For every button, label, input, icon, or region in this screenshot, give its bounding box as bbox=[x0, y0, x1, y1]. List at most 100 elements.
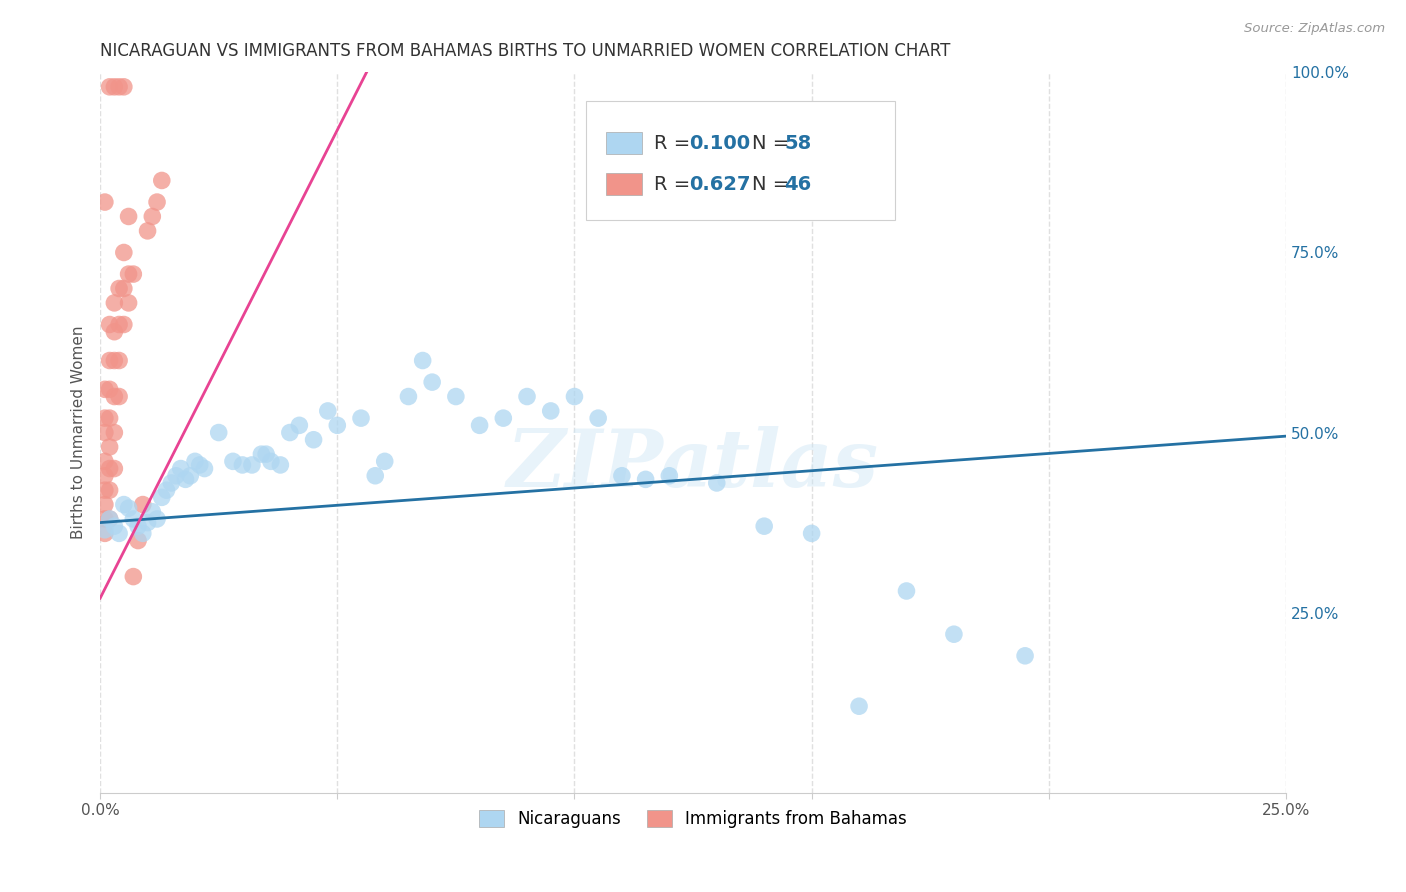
Point bbox=[942, 627, 965, 641]
Point bbox=[208, 425, 231, 440]
Point bbox=[94, 411, 117, 425]
Point bbox=[350, 411, 373, 425]
Point bbox=[98, 512, 121, 526]
Point bbox=[364, 468, 387, 483]
Point bbox=[98, 353, 121, 368]
Point bbox=[108, 526, 131, 541]
Text: 46: 46 bbox=[785, 175, 811, 194]
FancyBboxPatch shape bbox=[606, 173, 643, 194]
Point bbox=[112, 245, 135, 260]
Point bbox=[103, 79, 125, 94]
Point bbox=[634, 472, 657, 486]
FancyBboxPatch shape bbox=[586, 101, 894, 220]
Point bbox=[254, 447, 277, 461]
Point bbox=[800, 526, 823, 541]
Point bbox=[136, 516, 159, 530]
Point bbox=[108, 390, 131, 404]
Legend: Nicaraguans, Immigrants from Bahamas: Nicaraguans, Immigrants from Bahamas bbox=[472, 803, 914, 835]
Text: ZIPatlas: ZIPatlas bbox=[508, 426, 879, 504]
Point bbox=[103, 461, 125, 475]
Point bbox=[94, 498, 117, 512]
Point bbox=[117, 210, 139, 224]
Point bbox=[278, 425, 301, 440]
Point bbox=[610, 468, 633, 483]
Point bbox=[193, 461, 215, 475]
Point bbox=[564, 390, 586, 404]
Point bbox=[896, 584, 918, 599]
Point bbox=[112, 498, 135, 512]
Point bbox=[103, 353, 125, 368]
Point bbox=[468, 418, 491, 433]
Point bbox=[141, 505, 163, 519]
Point bbox=[754, 519, 776, 533]
Text: N =: N = bbox=[752, 134, 796, 153]
Point bbox=[98, 461, 121, 475]
Point bbox=[98, 483, 121, 498]
Point bbox=[122, 512, 145, 526]
Point bbox=[108, 353, 131, 368]
Point bbox=[146, 512, 169, 526]
FancyBboxPatch shape bbox=[606, 132, 643, 153]
Point bbox=[240, 458, 263, 472]
Point bbox=[94, 483, 117, 498]
Point bbox=[117, 296, 139, 310]
Point bbox=[374, 454, 396, 468]
Point bbox=[492, 411, 515, 425]
Point bbox=[326, 418, 349, 433]
Point bbox=[150, 173, 173, 187]
Point bbox=[98, 411, 121, 425]
Point bbox=[706, 475, 728, 490]
Point bbox=[146, 195, 169, 210]
Point bbox=[1014, 648, 1036, 663]
Point bbox=[250, 447, 273, 461]
Point bbox=[98, 79, 121, 94]
Point bbox=[127, 533, 149, 548]
Point bbox=[141, 210, 163, 224]
Point bbox=[132, 498, 155, 512]
Point bbox=[188, 458, 211, 472]
Point bbox=[122, 569, 145, 583]
Point bbox=[94, 512, 117, 526]
Text: NICARAGUAN VS IMMIGRANTS FROM BAHAMAS BIRTHS TO UNMARRIED WOMEN CORRELATION CHAR: NICARAGUAN VS IMMIGRANTS FROM BAHAMAS BI… bbox=[100, 42, 950, 60]
Point bbox=[269, 458, 291, 472]
Point bbox=[94, 526, 117, 541]
Point bbox=[94, 454, 117, 468]
Point bbox=[444, 390, 467, 404]
Point bbox=[231, 458, 253, 472]
Point bbox=[103, 519, 125, 533]
Point bbox=[136, 224, 159, 238]
Point bbox=[184, 454, 207, 468]
Text: R =: R = bbox=[654, 175, 696, 194]
Point bbox=[103, 296, 125, 310]
Point bbox=[260, 454, 283, 468]
Point bbox=[174, 472, 197, 486]
Point bbox=[94, 468, 117, 483]
Point bbox=[94, 382, 117, 396]
Point bbox=[108, 281, 131, 295]
Point bbox=[98, 512, 121, 526]
Point bbox=[658, 468, 681, 483]
Point bbox=[586, 411, 609, 425]
Point bbox=[160, 475, 183, 490]
Point bbox=[540, 404, 562, 418]
Text: Source: ZipAtlas.com: Source: ZipAtlas.com bbox=[1244, 22, 1385, 36]
Point bbox=[112, 79, 135, 94]
Point bbox=[170, 461, 193, 475]
Point bbox=[103, 425, 125, 440]
Point bbox=[288, 418, 311, 433]
Point bbox=[516, 390, 538, 404]
Point bbox=[108, 318, 131, 332]
Point bbox=[398, 390, 420, 404]
Text: 0.100: 0.100 bbox=[689, 134, 751, 153]
Point bbox=[155, 483, 177, 498]
Point bbox=[94, 195, 117, 210]
Point bbox=[117, 501, 139, 516]
Point bbox=[94, 425, 117, 440]
Text: 58: 58 bbox=[785, 134, 811, 153]
Point bbox=[94, 523, 117, 537]
Point bbox=[117, 267, 139, 281]
Text: 0.627: 0.627 bbox=[689, 175, 751, 194]
Point bbox=[132, 526, 155, 541]
Point bbox=[302, 433, 325, 447]
Point bbox=[112, 281, 135, 295]
